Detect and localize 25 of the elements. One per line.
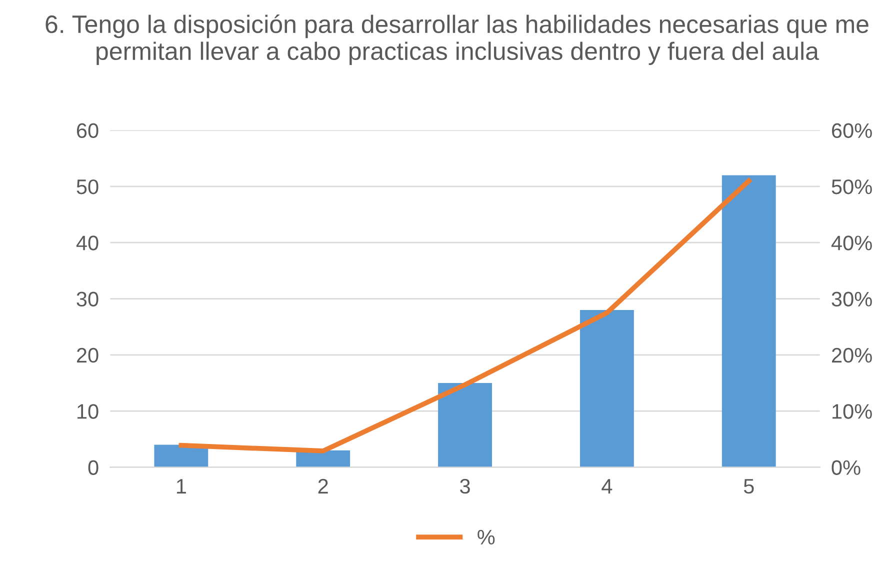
x-tick-label: 1 [176, 479, 186, 494]
chart-title: 6. Tengo la disposición para desarrollar las habilidades necesarias que me permitan llevar a cabo practicas inclusivas dentro y fuera del aula [46, 14, 868, 65]
y-tick-label: 50 [76, 179, 98, 194]
y2-tick-label: 30% [832, 292, 872, 307]
x-tick-label: 5 [744, 479, 754, 494]
y-tick-label: 10 [78, 404, 98, 419]
y-tick-label: 30 [76, 292, 98, 307]
x-tick-label: 3 [460, 478, 470, 494]
y-tick-label: 20 [76, 348, 98, 363]
legend-label: % [478, 530, 495, 544]
bar [438, 383, 492, 468]
y-tick-label: 60 [76, 123, 98, 138]
y2-tick-label: 0% [832, 460, 860, 476]
y2-tick-label: 40% [831, 236, 872, 250]
bar [722, 175, 776, 468]
y2-tick-label: 10% [832, 404, 872, 419]
y2-tick-label: 60% [832, 123, 872, 138]
y2-tick-label: 20% [832, 348, 872, 363]
x-tick-label: 4 [602, 479, 612, 494]
line-series [178, 178, 752, 454]
y2-tick-label: 50% [832, 179, 872, 194]
x-tick-label: 2 [318, 478, 328, 494]
y-tick-label: 40 [76, 236, 98, 250]
y-tick-label: 0 [88, 460, 98, 476]
bar [580, 310, 634, 468]
